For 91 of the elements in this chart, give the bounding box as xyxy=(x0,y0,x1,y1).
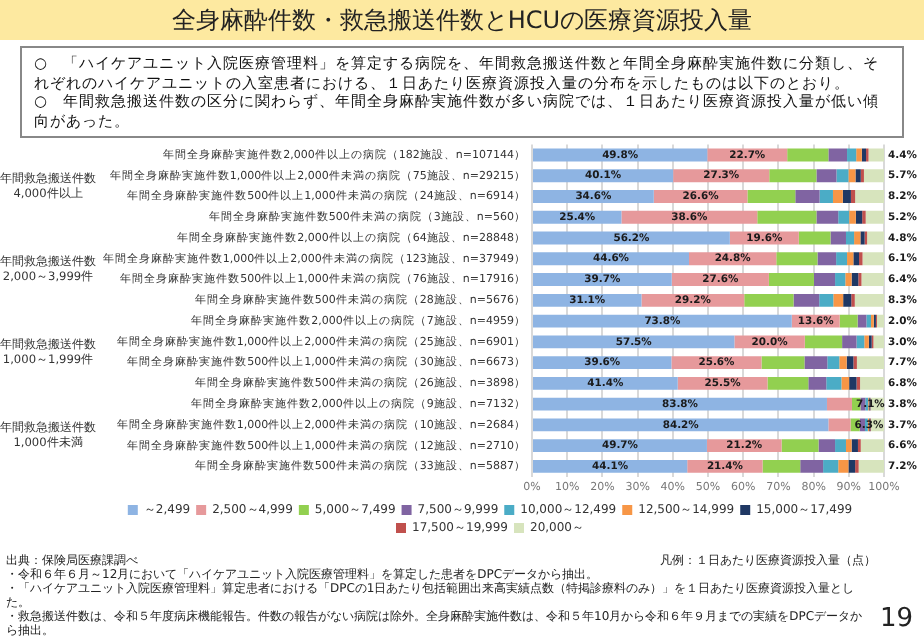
bar xyxy=(838,459,849,473)
bar xyxy=(868,148,884,162)
bar xyxy=(830,231,846,245)
bar xyxy=(804,356,828,370)
bar xyxy=(857,314,867,328)
bar xyxy=(798,231,831,245)
bar xyxy=(853,252,860,266)
bar xyxy=(847,148,857,162)
bar xyxy=(828,148,848,162)
text: 19 xyxy=(880,604,914,636)
bar xyxy=(533,335,735,349)
bar xyxy=(843,293,852,307)
bar xyxy=(800,459,824,473)
bar xyxy=(856,148,862,162)
bar xyxy=(533,376,678,390)
bar xyxy=(848,169,856,183)
bar xyxy=(836,169,849,183)
bar xyxy=(846,356,854,370)
bar xyxy=(813,273,836,286)
bar xyxy=(826,397,852,411)
bar xyxy=(838,210,850,224)
bar xyxy=(863,169,884,183)
bar xyxy=(873,335,884,349)
bar xyxy=(845,439,852,453)
bar xyxy=(848,459,856,473)
bar xyxy=(832,190,843,203)
bar xyxy=(816,169,837,183)
bar xyxy=(836,252,848,266)
bar xyxy=(856,335,865,349)
bar xyxy=(856,356,884,370)
bar xyxy=(533,439,707,453)
bar xyxy=(855,169,861,183)
bar xyxy=(862,252,884,266)
bar xyxy=(845,231,855,245)
chart-title: 全身麻酔件数・救急搬送件数とHCUの医療資源投入量 xyxy=(0,0,924,40)
bar xyxy=(818,439,836,453)
bar xyxy=(849,376,857,390)
bar xyxy=(842,190,851,203)
bar xyxy=(823,459,839,473)
bar xyxy=(860,439,884,453)
bar xyxy=(533,169,674,183)
bar xyxy=(804,335,843,349)
bar xyxy=(841,376,850,390)
bar xyxy=(816,210,839,224)
bar xyxy=(855,210,863,224)
bar xyxy=(533,397,827,411)
bar xyxy=(533,273,672,286)
bar xyxy=(761,356,805,370)
bar xyxy=(757,210,817,224)
bar xyxy=(817,252,837,266)
bar xyxy=(533,252,689,266)
bar xyxy=(839,314,858,328)
bar xyxy=(767,376,809,390)
bar xyxy=(850,190,856,203)
bar xyxy=(851,273,859,286)
bar xyxy=(835,439,846,453)
bar xyxy=(769,169,817,183)
bar xyxy=(747,190,796,203)
bar xyxy=(847,252,854,266)
bar xyxy=(762,459,801,473)
bar xyxy=(851,439,858,453)
bar xyxy=(533,418,829,432)
bar xyxy=(839,356,847,370)
bar xyxy=(867,231,884,245)
bar xyxy=(828,418,851,432)
bar xyxy=(855,190,884,203)
bar xyxy=(781,439,819,453)
bar xyxy=(808,376,827,390)
bar xyxy=(819,293,834,307)
bar xyxy=(533,314,792,328)
bar xyxy=(858,459,884,473)
bar xyxy=(787,148,829,162)
bar xyxy=(533,459,688,473)
bar xyxy=(860,376,884,390)
bar xyxy=(845,273,852,286)
bar xyxy=(819,190,833,203)
bar xyxy=(861,273,884,286)
bar xyxy=(826,376,842,390)
bar xyxy=(744,293,794,307)
bar xyxy=(776,252,818,266)
bar xyxy=(865,210,884,224)
bar xyxy=(835,273,846,286)
bar xyxy=(849,210,856,224)
bar xyxy=(833,293,844,307)
bar xyxy=(793,293,820,307)
bar xyxy=(876,314,884,328)
bar xyxy=(842,335,857,349)
bar xyxy=(795,190,820,203)
bar xyxy=(827,356,840,370)
bar xyxy=(768,273,814,286)
bar xyxy=(854,293,884,307)
